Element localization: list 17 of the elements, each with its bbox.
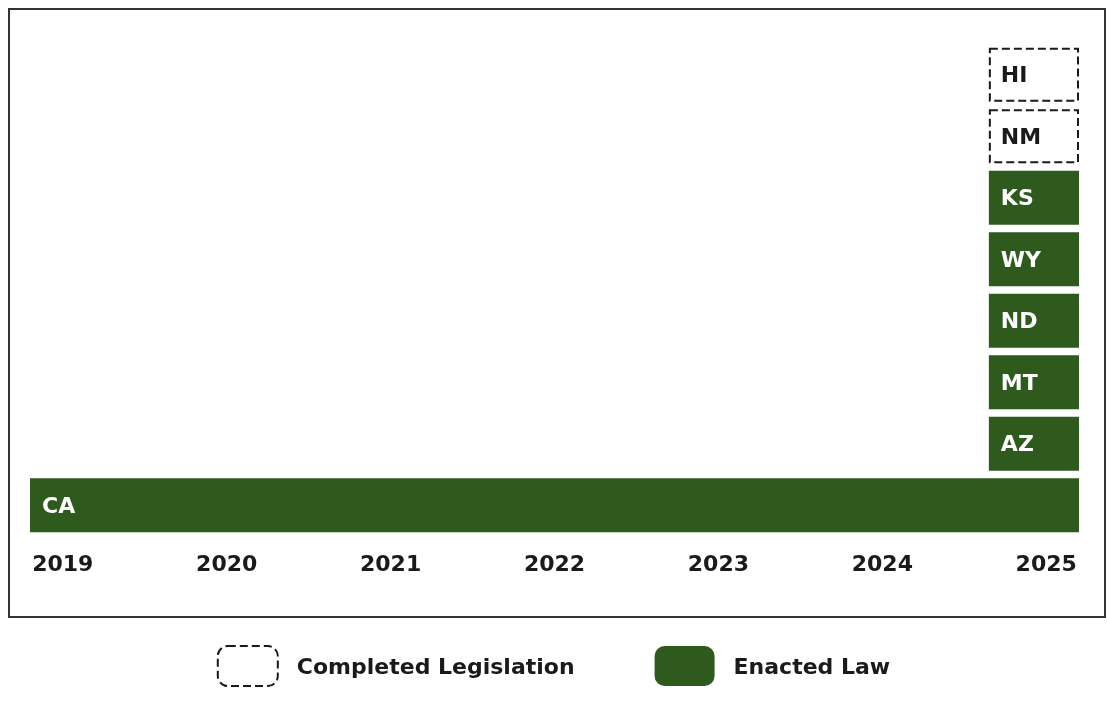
x-tick-label: 2022 (523, 550, 586, 576)
y-tick-label: AZ (1000, 431, 1034, 457)
y-tick-label: NM (1000, 123, 1042, 149)
y-tick-label: ND (1000, 308, 1038, 334)
x-tick-label: 2024 (851, 550, 913, 576)
x-tick-label: 2021 (359, 550, 422, 576)
y-tick-label: WY (1000, 246, 1043, 272)
y-tick-label: KS (1000, 185, 1034, 211)
x-tick-label: 2020 (196, 550, 258, 576)
y-tick-label: CA (42, 492, 76, 518)
legend-label: Enacted Law (733, 653, 891, 679)
x-tick-label: 2025 (1015, 550, 1077, 576)
x-tick-label: 2019 (32, 550, 94, 576)
x-tick-label: 2023 (687, 550, 750, 576)
legend-label: Completed Legislation (296, 653, 575, 679)
y-tick-label: HI (1000, 62, 1028, 88)
y-tick-label: MT (1000, 369, 1038, 395)
